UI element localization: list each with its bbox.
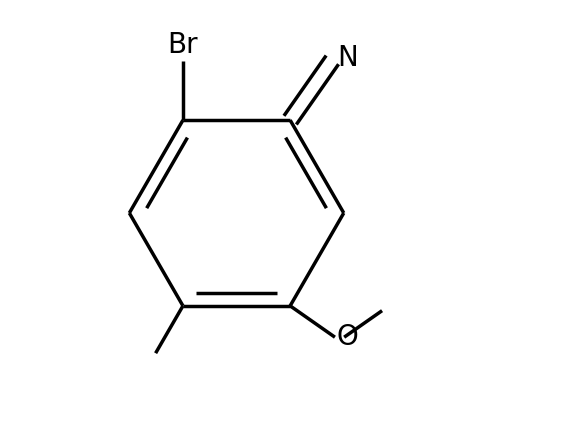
Text: O: O [336, 323, 358, 351]
Text: N: N [338, 44, 358, 72]
Text: Br: Br [168, 31, 198, 59]
